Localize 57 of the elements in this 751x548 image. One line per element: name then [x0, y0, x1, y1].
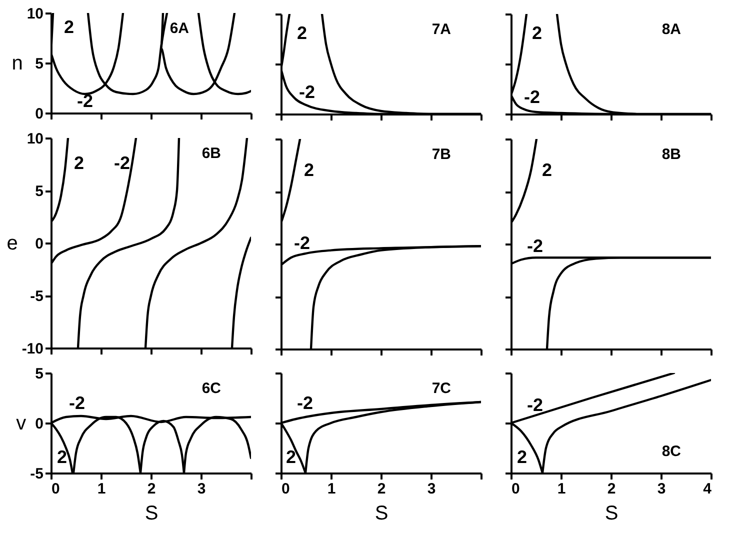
y-tick-label: -10 [22, 340, 44, 358]
y-axis-title: n [12, 52, 23, 74]
text: 7A [432, 21, 452, 38]
chart-title: 6C [202, 380, 222, 397]
y-tick-label: 5 [35, 366, 44, 382]
text: 8B [662, 146, 682, 163]
y-tick-label: 5 [35, 56, 44, 72]
x-tick-label: 3 [197, 480, 206, 498]
text: 7B [432, 146, 452, 163]
series-label: 2 [532, 23, 542, 43]
series-label: 2 [57, 447, 68, 467]
x-axis-title: S [374, 502, 388, 524]
series-label: -2 [297, 393, 314, 413]
x-tick-label: 1 [557, 480, 566, 498]
x-axis-title: S [144, 502, 158, 524]
x-tick-label: 2 [377, 480, 386, 498]
x-tick-label: 2 [147, 480, 156, 498]
series-label: 2 [64, 17, 74, 37]
y-tick-label: 5 [35, 183, 44, 200]
y-tick-label: 0 [35, 236, 44, 252]
chart-title: 7C [432, 380, 452, 397]
series-label: -2 [294, 233, 310, 253]
x-tick-label: 1 [327, 480, 336, 498]
x-tick-label: 0 [52, 480, 60, 498]
y-axis-title: v [16, 412, 26, 434]
series-label: -2 [299, 82, 316, 102]
chart-title: 6B [202, 145, 222, 162]
series-label: -2 [524, 87, 540, 107]
y-tick-label: 0 [35, 416, 44, 432]
y-tick-label: -5 [30, 288, 44, 305]
x-tick-label: 1 [97, 480, 106, 498]
series-label: 2 [542, 160, 552, 180]
text: 8C [662, 443, 682, 460]
x-tick-label: 3 [657, 480, 666, 498]
x-tick-label: 3 [427, 480, 436, 498]
series-label: 2 [286, 447, 296, 467]
series-label: -2 [527, 236, 544, 256]
y-tick-label: -5 [30, 466, 44, 482]
series-label: -2 [69, 393, 86, 413]
text: 8A [662, 21, 682, 38]
x-tick-label: 2 [607, 480, 616, 498]
x-axis-title: S [604, 502, 618, 524]
series-label: -2 [77, 91, 94, 111]
series-label: 2 [517, 447, 528, 467]
series-label: -2 [114, 153, 130, 173]
y-tick-label: 10 [26, 130, 44, 148]
y-tick-label: 10 [26, 6, 44, 22]
x-tick-label: 0 [512, 480, 520, 498]
y-tick-label: 0 [35, 106, 44, 122]
series-label: 2 [297, 23, 308, 43]
series-label: -2 [527, 395, 544, 415]
y-axis-title: e [6, 232, 18, 254]
x-tick-label: 4 [703, 480, 712, 498]
series-label: 2 [304, 160, 314, 180]
series-label: 2 [74, 153, 84, 173]
chart-title: 6A [170, 20, 190, 37]
x-tick-label: 0 [282, 480, 290, 498]
